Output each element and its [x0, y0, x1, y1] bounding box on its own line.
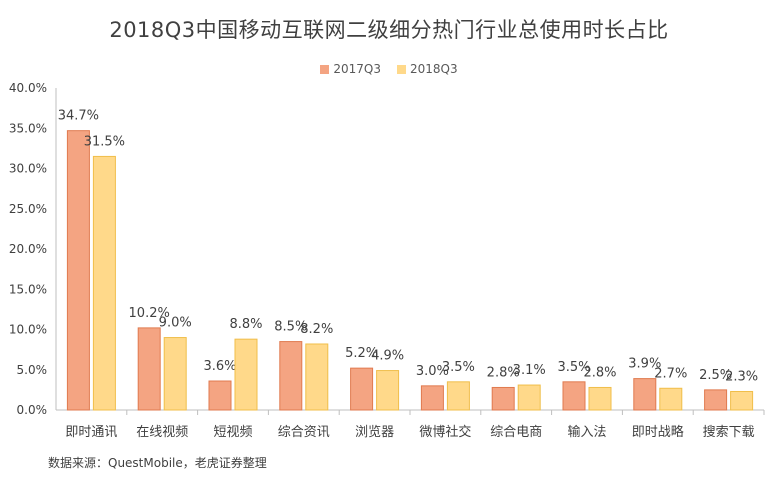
legend-label-2017: 2017Q3 — [333, 62, 381, 76]
data-label: 5.2% — [345, 346, 378, 361]
y-tick-label: 25.0% — [9, 202, 47, 216]
bar-2017Q3-3 — [279, 341, 303, 411]
legend-item-2018: 2018Q3 — [397, 62, 458, 76]
x-tick-label: 在线视频 — [136, 425, 188, 440]
data-label: 3.0% — [416, 364, 449, 379]
bar-2017Q3-7 — [562, 381, 586, 411]
x-tick-label: 即时通讯 — [65, 425, 117, 440]
legend-item-2017: 2017Q3 — [320, 62, 381, 76]
bar-2018Q3-0 — [92, 155, 116, 411]
data-label: 2.3% — [725, 369, 758, 384]
bar-2017Q3-6 — [491, 386, 515, 411]
bar-2017Q3-1 — [137, 327, 161, 411]
data-label: 2.5% — [699, 368, 732, 383]
y-tick-label: 0.0% — [17, 403, 48, 417]
bar-2017Q3-2 — [208, 380, 232, 411]
bar-2018Q3-7 — [588, 386, 612, 411]
data-label: 2.8% — [487, 365, 520, 380]
data-label: 8.5% — [274, 320, 307, 335]
data-label: 10.2% — [129, 306, 170, 321]
x-tick-label: 即时战略 — [632, 424, 684, 440]
bar-2018Q3-3 — [305, 343, 329, 411]
x-tick-label: 短视频 — [213, 425, 252, 440]
data-label: 2.7% — [654, 366, 687, 381]
y-tick-label: 40.0% — [9, 81, 47, 95]
data-label: 2.8% — [583, 365, 616, 380]
bar-2018Q3-8 — [659, 387, 683, 411]
y-tick-label: 20.0% — [9, 242, 47, 256]
bar-2017Q3-4 — [350, 367, 374, 411]
data-label: 3.9% — [628, 357, 661, 372]
bar-2018Q3-2 — [234, 338, 258, 411]
bar-2017Q3-8 — [633, 378, 657, 411]
data-label: 8.8% — [229, 317, 262, 332]
y-tick-label: 5.0% — [17, 363, 48, 377]
bar-2017Q3-0 — [66, 130, 90, 411]
x-tick-label: 微博社交 — [419, 424, 471, 440]
bar-2018Q3-9 — [730, 390, 754, 411]
bar-2018Q3-6 — [517, 384, 541, 411]
data-label: 8.2% — [300, 322, 333, 337]
x-tick-label: 浏览器 — [355, 424, 394, 440]
data-label: 3.1% — [513, 363, 546, 378]
y-tick-label: 10.0% — [9, 323, 47, 337]
chart-title: 2018Q3中国移动互联网二级细分热门行业总使用时长占比 — [109, 18, 669, 42]
y-tick-label: 30.0% — [9, 162, 47, 176]
bar-2018Q3-4 — [376, 370, 400, 411]
data-label: 31.5% — [84, 134, 125, 149]
x-tick-label: 输入法 — [567, 424, 606, 440]
legend-swatch-2017 — [320, 64, 330, 74]
x-tick-label: 综合资讯 — [278, 425, 330, 440]
bar-2017Q3-5 — [420, 385, 444, 411]
legend-label-2018: 2018Q3 — [410, 62, 458, 76]
data-label: 34.7% — [58, 109, 99, 124]
data-label: 3.5% — [442, 360, 475, 375]
bar-2018Q3-5 — [446, 381, 470, 411]
x-tick-label: 搜索下载 — [703, 425, 755, 440]
data-label: 3.5% — [557, 360, 590, 375]
data-label: 4.9% — [371, 349, 404, 364]
y-tick-label: 15.0% — [9, 282, 47, 296]
x-tick-label: 综合电商 — [490, 425, 542, 440]
bar-2017Q3-9 — [704, 389, 728, 411]
legend-swatch-2018 — [397, 64, 406, 74]
legend: 2017Q3 2018Q3 — [0, 62, 778, 76]
data-label: 9.0% — [159, 316, 192, 331]
data-label: 3.6% — [203, 359, 236, 374]
bar-2018Q3-1 — [163, 337, 187, 411]
y-tick-label: 35.0% — [9, 121, 47, 135]
source-note: 数据来源：QuestMobile，老虎证券整理 — [48, 456, 267, 470]
